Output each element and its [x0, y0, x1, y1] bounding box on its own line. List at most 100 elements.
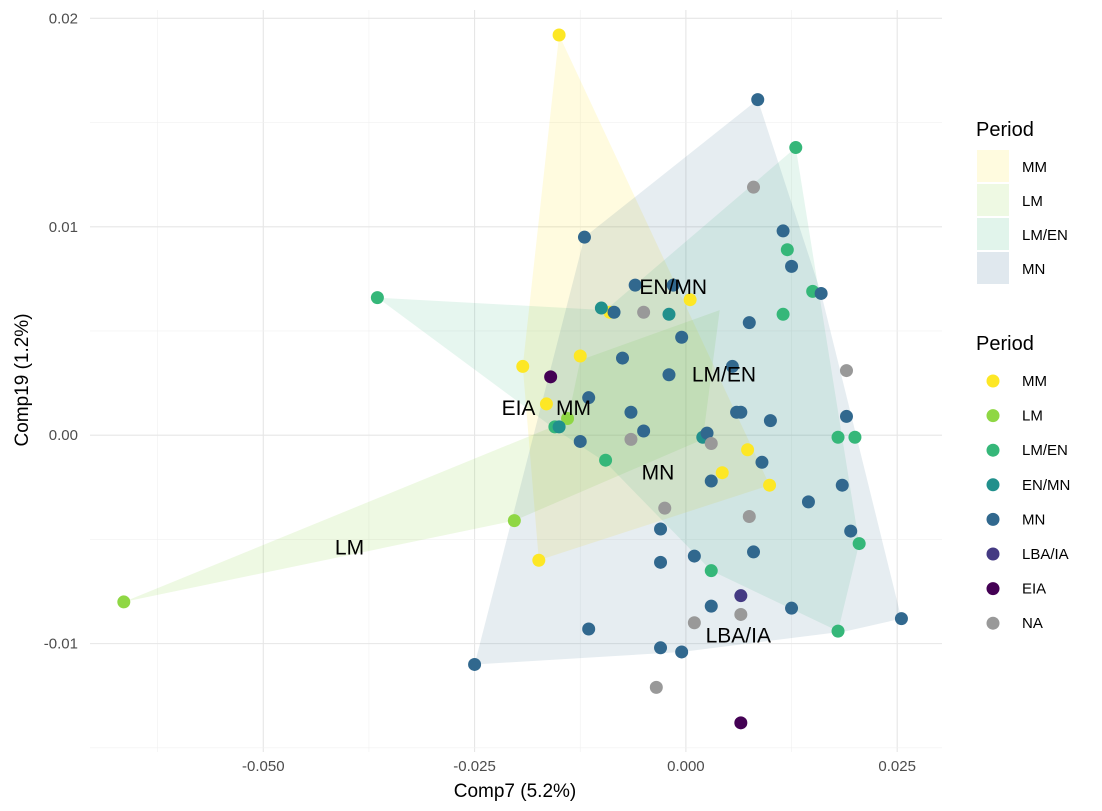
legend-points-title: Period: [976, 333, 1034, 355]
point-na: [704, 437, 718, 451]
hull-label: MM: [556, 397, 591, 420]
legend-point-key: [986, 374, 1000, 388]
point-layer: [117, 28, 908, 730]
legend-point-label: MM: [1022, 373, 1047, 390]
hull-label: MN: [642, 462, 675, 485]
y-axis-title: Comp19 (1.2%): [12, 313, 33, 446]
hull-label: LM: [335, 537, 364, 560]
point-mm: [532, 553, 546, 567]
point-mn: [666, 278, 680, 292]
point-mn: [700, 426, 714, 440]
legend-fill-key: [977, 150, 1009, 182]
point-na: [649, 680, 663, 694]
point-mn: [839, 409, 853, 423]
point-mn: [573, 434, 587, 448]
point-na: [742, 509, 756, 523]
point-mn: [687, 549, 701, 563]
point-lm-en: [831, 430, 845, 444]
x-tick-label: -0.025: [453, 758, 496, 775]
point-mn: [776, 224, 790, 238]
hull-lm-en: [377, 147, 860, 632]
x-tick-label: 0.000: [667, 758, 705, 775]
legend-fill-key: [977, 218, 1009, 250]
point-mn: [801, 495, 815, 509]
point-mm: [539, 397, 553, 411]
legend-point-label: LM/EN: [1022, 442, 1068, 459]
point-lm-en: [831, 624, 845, 638]
legend-point-label: EN/MN: [1022, 477, 1070, 494]
point-mn: [616, 351, 629, 365]
point-mn: [755, 455, 769, 469]
point-mn: [607, 305, 621, 319]
point-mn: [814, 286, 828, 300]
hull-label: EIA: [502, 397, 536, 420]
point-lm: [117, 595, 131, 609]
grid: [90, 10, 942, 752]
legend-point-key: [986, 616, 1000, 630]
legend-point-key: [986, 409, 1000, 423]
point-mn: [662, 368, 676, 382]
point-mn: [637, 424, 651, 438]
point-mn: [785, 259, 799, 273]
legend-fill-key: [977, 252, 1009, 284]
point-na: [624, 432, 638, 446]
point-na: [658, 501, 672, 515]
x-tick-label: -0.050: [242, 758, 285, 775]
point-lm-en: [370, 291, 384, 305]
point-na: [687, 616, 701, 630]
legend-fill-label: MM: [1022, 159, 1047, 176]
point-mn: [628, 278, 642, 292]
point-en-mn: [552, 420, 566, 434]
hull-layer: [123, 35, 902, 665]
hull-label: LBA/IA: [706, 624, 771, 647]
point-mm: [516, 359, 530, 373]
point-mn: [577, 230, 591, 244]
legend-point-label: LM: [1022, 408, 1043, 425]
point-mn: [704, 474, 718, 488]
point-mn: [468, 657, 482, 671]
point-mn: [747, 545, 761, 559]
legend-point-label: NA: [1022, 615, 1043, 632]
point-en-mn: [594, 301, 608, 315]
point-mn: [844, 524, 858, 538]
point-mm: [763, 478, 777, 492]
point-lm-en: [780, 243, 794, 257]
point-mn: [582, 622, 596, 636]
point-en-mn: [662, 307, 676, 321]
legend-fill-title: Period: [976, 119, 1034, 141]
x-axis-ticks: -0.050 -0.025 0.000 0.025: [242, 758, 916, 775]
legend-point-label: LBA/IA: [1022, 546, 1069, 563]
hull-mn: [474, 99, 902, 665]
point-na: [637, 305, 651, 319]
point-lm-en: [848, 430, 862, 444]
point-lm-en: [704, 564, 718, 578]
point-mn: [742, 316, 756, 330]
point-lm-en: [789, 141, 803, 155]
point-mm: [715, 466, 729, 480]
hull-label: LM/EN: [692, 364, 756, 387]
point-eia: [544, 370, 558, 384]
point-mn: [751, 93, 765, 107]
point-mn: [675, 330, 689, 344]
hull-label-layer: EN/MN LM/EN EIA MM MN LM LBA/IA: [335, 276, 771, 647]
point-na: [747, 180, 761, 194]
point-lm-en: [852, 537, 866, 551]
point-mn: [763, 414, 777, 428]
y-tick-label: -0.01: [44, 636, 78, 653]
legend-fill-key: [977, 184, 1009, 216]
hull-label: EN/MN: [639, 276, 707, 299]
point-mn: [582, 391, 596, 405]
legend-point-key: [986, 547, 1000, 561]
point-na: [839, 364, 853, 378]
point-mn: [894, 612, 908, 626]
point-mn: [725, 359, 739, 373]
point-mn: [675, 645, 689, 659]
point-lba-ia: [734, 589, 748, 603]
point-mn: [654, 641, 668, 655]
legend-fill: Period MM LM LM/EN MN: [976, 119, 1068, 284]
legend-point-label: EIA: [1022, 581, 1046, 598]
x-axis-title: Comp7 (5.2%): [454, 781, 577, 802]
point-mn: [624, 405, 638, 419]
point-lm: [507, 514, 521, 528]
